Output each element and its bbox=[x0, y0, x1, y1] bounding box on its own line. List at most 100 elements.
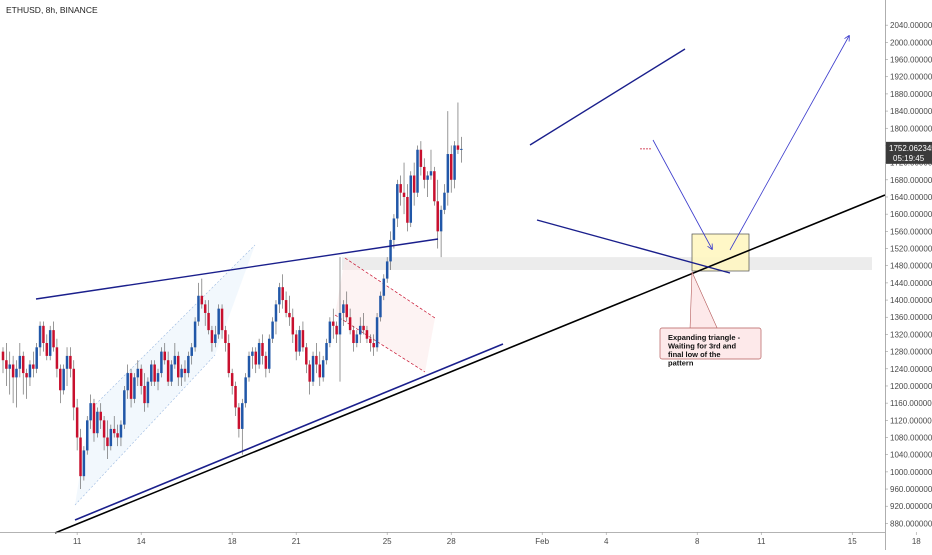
candle bbox=[244, 373, 247, 408]
candle-body bbox=[298, 330, 301, 352]
candle bbox=[392, 214, 396, 249]
candle bbox=[230, 368, 234, 395]
y-tick-label: 1040.000000 bbox=[890, 451, 932, 460]
candle bbox=[318, 351, 322, 386]
candle bbox=[355, 330, 359, 348]
candle bbox=[25, 368, 28, 399]
x-tick-label: 21 bbox=[292, 537, 301, 546]
candle-body bbox=[59, 368, 62, 391]
candle bbox=[52, 321, 55, 352]
candle bbox=[247, 351, 251, 382]
candle-body bbox=[281, 287, 284, 301]
candle-body bbox=[291, 317, 295, 335]
candle-body bbox=[392, 218, 396, 240]
y-tick-label: 960.000000 bbox=[890, 485, 932, 494]
candle-body bbox=[187, 355, 190, 374]
candle-body bbox=[423, 166, 426, 180]
annotation-callout: Expanding triangle -Waiting for 3rd and f… bbox=[659, 271, 762, 368]
candle bbox=[288, 295, 291, 326]
candle bbox=[315, 343, 318, 374]
candle bbox=[119, 420, 123, 447]
candle-body bbox=[119, 424, 123, 438]
candle bbox=[32, 351, 35, 378]
candle bbox=[402, 162, 406, 215]
y-tick-label: 1120.000000 bbox=[890, 416, 932, 425]
candle-body bbox=[338, 312, 342, 335]
y-tick-label: 1520.000000 bbox=[890, 245, 932, 254]
candle bbox=[389, 231, 392, 270]
x-tick-label: 18 bbox=[912, 537, 921, 546]
candle-body bbox=[345, 304, 348, 318]
y-tick-label: 920.000000 bbox=[890, 502, 932, 511]
candle-body bbox=[274, 304, 278, 322]
candle-body bbox=[102, 420, 106, 438]
candle bbox=[11, 355, 15, 404]
candle-body bbox=[429, 171, 433, 176]
candle-body bbox=[35, 347, 38, 369]
candle-body bbox=[217, 308, 220, 335]
candle-body bbox=[193, 321, 197, 348]
candle-body bbox=[449, 154, 453, 180]
candle-body bbox=[45, 343, 49, 356]
candle bbox=[79, 428, 82, 490]
candle-body bbox=[308, 364, 311, 382]
y-tick-label: 1440.000000 bbox=[890, 279, 932, 288]
candle-body bbox=[379, 295, 382, 318]
candle bbox=[443, 184, 446, 215]
candle-body bbox=[38, 325, 42, 348]
candle-body bbox=[5, 360, 8, 369]
candle bbox=[210, 325, 214, 352]
candle bbox=[362, 312, 365, 335]
candle bbox=[460, 136, 463, 163]
candle bbox=[5, 343, 8, 386]
candle-body bbox=[321, 360, 325, 378]
candle bbox=[254, 347, 257, 374]
y-tick-label: 1880.000000 bbox=[890, 90, 932, 99]
candle-body bbox=[412, 175, 416, 193]
candle-body bbox=[278, 287, 281, 305]
candle bbox=[203, 300, 207, 326]
candle bbox=[106, 420, 109, 459]
candle-body bbox=[166, 360, 170, 382]
y-tick-label: 1560.000000 bbox=[890, 227, 932, 236]
candle-body bbox=[150, 364, 153, 382]
candle bbox=[409, 171, 413, 228]
candle bbox=[207, 300, 210, 335]
y-tick-label: 1200.000000 bbox=[890, 382, 932, 391]
candle bbox=[436, 179, 439, 249]
y-tick-label: 1360.000000 bbox=[890, 313, 932, 322]
candle-body bbox=[362, 325, 365, 331]
candle-body bbox=[156, 373, 160, 382]
candle-body bbox=[375, 317, 379, 348]
candle-body bbox=[264, 355, 268, 369]
x-tick-label: 8 bbox=[695, 537, 700, 546]
x-tick-label: 11 bbox=[73, 537, 82, 546]
candle bbox=[399, 175, 402, 206]
candle bbox=[224, 325, 227, 352]
candle-body bbox=[372, 343, 375, 348]
x-tick-label: Feb bbox=[535, 537, 549, 546]
y-tick-label: 1840.000000 bbox=[890, 107, 932, 116]
candle-body bbox=[1, 351, 5, 361]
candle-body bbox=[436, 201, 439, 232]
candle bbox=[153, 360, 156, 386]
candle bbox=[1, 347, 5, 374]
candle-body bbox=[369, 338, 372, 344]
candle-body bbox=[257, 343, 261, 365]
rising-channel-upper bbox=[89, 244, 256, 411]
candle bbox=[365, 325, 369, 344]
y-tick-label: 880.000000 bbox=[890, 519, 932, 528]
candle bbox=[338, 257, 342, 382]
candle bbox=[305, 343, 308, 374]
candle-body bbox=[244, 377, 247, 404]
candle-body bbox=[126, 373, 129, 391]
candle-body bbox=[32, 364, 35, 369]
candle bbox=[426, 171, 429, 197]
candle-body bbox=[305, 347, 308, 365]
candle-body bbox=[433, 171, 436, 202]
candle bbox=[416, 145, 419, 197]
candle-body bbox=[365, 330, 369, 339]
y-tick-label: 1680.000000 bbox=[890, 176, 932, 185]
annotation-box bbox=[659, 327, 762, 360]
